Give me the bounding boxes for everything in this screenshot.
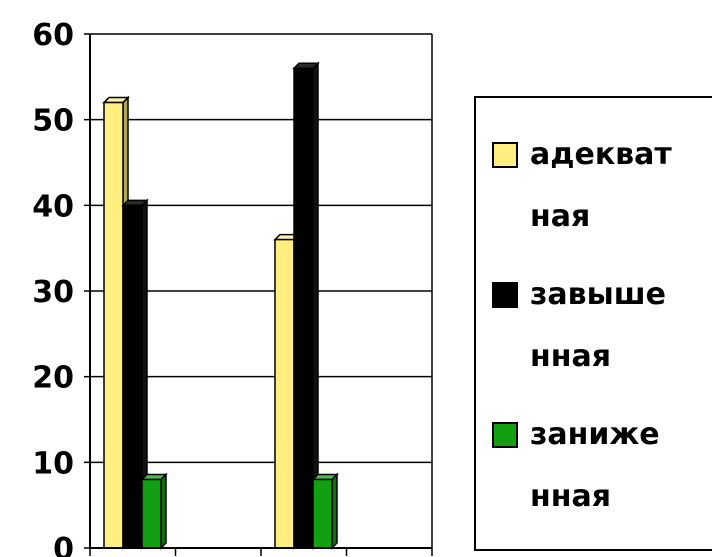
y-tick-label: 0 [53, 532, 74, 557]
y-tick-label: 50 [32, 104, 74, 139]
legend: адекват ная завыше нная заниже нная [474, 96, 712, 551]
bar-front-face [141, 478, 162, 549]
bar [311, 472, 339, 550]
bar [292, 61, 320, 550]
legend-label-overestimated-line1: завыше [530, 277, 666, 312]
y-axis-ticks: 0 10 20 30 40 50 60 [32, 18, 90, 557]
legend-label-underestimated-line2: нная [530, 479, 611, 514]
legend-swatch-underestimated [492, 422, 518, 448]
y-tick-label: 30 [32, 275, 74, 310]
bar-front-face [293, 67, 314, 549]
legend-label-adequate-line1: адекват [530, 137, 672, 172]
bar-front-face [274, 238, 295, 549]
legend-label-underestimated-line1: заниже [530, 417, 660, 452]
y-tick-label: 60 [32, 18, 74, 53]
bar-front-face [103, 101, 124, 549]
legend-swatch-overestimated [492, 282, 518, 308]
bar [121, 198, 149, 550]
y-tick-label: 10 [32, 446, 74, 481]
y-tick-label: 20 [32, 361, 74, 396]
legend-swatch-adequate [492, 142, 518, 168]
bar-front-face [122, 204, 143, 549]
bar-front-face [312, 478, 333, 549]
legend-label-adequate-line2: ная [530, 199, 591, 234]
bar [140, 472, 168, 550]
bars [102, 61, 339, 550]
y-tick-label: 40 [32, 189, 74, 224]
legend-label-overestimated-line2: нная [530, 339, 611, 374]
